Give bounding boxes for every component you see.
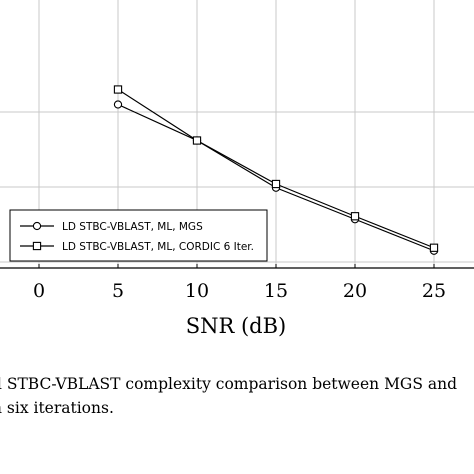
legend-entry-mgs: LD STBC-VBLAST, ML, MGS	[20, 221, 203, 233]
caption-line-2: h six iterations.	[0, 399, 114, 417]
caption-line-1: d STBC-VBLAST complexity comparison betw…	[0, 375, 458, 393]
legend-label-cordic: LD STBC-VBLAST, ML, CORDIC 6 Iter.	[62, 241, 254, 253]
data-point-circle	[113, 100, 123, 109]
x-tick-label: 15	[264, 280, 288, 302]
legend-label-mgs: LD STBC-VBLAST, ML, MGS	[62, 221, 203, 233]
data-point-square	[271, 179, 281, 189]
data-point-square	[192, 136, 202, 145]
data-point-square	[350, 212, 360, 221]
x-tick-label: 20	[343, 280, 367, 302]
x-tick-label: 5	[112, 280, 124, 302]
legend-box	[9, 209, 268, 262]
data-point-square	[429, 243, 439, 252]
x-tick-label: 0	[33, 280, 45, 302]
data-point-square	[113, 85, 123, 94]
legend-entry-cordic: LD STBC-VBLAST, ML, CORDIC 6 Iter.	[20, 241, 254, 253]
x-tick-labels: 0 5 10 15 20 25	[33, 264, 446, 302]
grid	[0, 0, 474, 268]
legend-circle-marker	[32, 221, 42, 231]
x-tick-label: 10	[185, 280, 209, 302]
legend-square-marker	[32, 241, 42, 251]
figure-caption: d STBC-VBLAST complexity comparison betw…	[0, 372, 474, 420]
x-tick-label: 25	[422, 280, 446, 302]
legend: LD STBC-VBLAST, ML, MGS LD STBC-VBLAST, …	[9, 209, 268, 262]
x-axis-label: SNR (dB)	[186, 314, 287, 338]
series-layer	[113, 85, 439, 255]
